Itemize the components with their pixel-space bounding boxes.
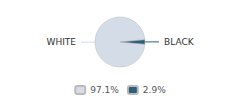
svg-text:97.1%: 97.1% xyxy=(90,85,119,95)
svg-text:BLACK: BLACK xyxy=(164,37,195,47)
svg-text:WHITE: WHITE xyxy=(46,37,76,47)
svg-text:2.9%: 2.9% xyxy=(143,85,166,95)
